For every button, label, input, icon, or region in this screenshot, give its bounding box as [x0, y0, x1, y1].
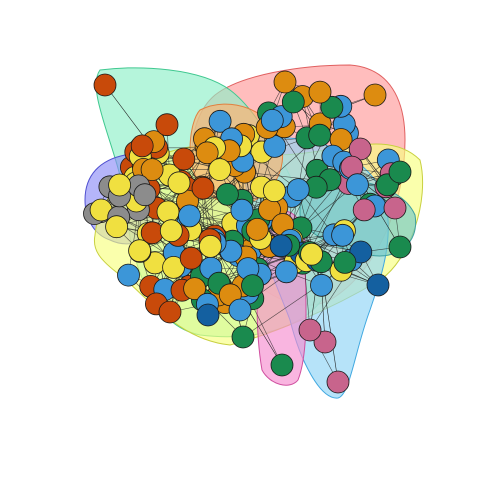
graph-node [195, 141, 219, 165]
graph-node [241, 274, 264, 298]
graph-node [183, 277, 207, 301]
graph-node [140, 158, 164, 182]
graph-node [133, 183, 157, 207]
graph-node [352, 198, 376, 222]
graph-node [363, 83, 387, 107]
graph-node [260, 109, 284, 132]
graph-node [158, 300, 182, 324]
graph-node [308, 123, 332, 147]
graph-node [208, 109, 232, 133]
graph-node [313, 330, 337, 354]
graph-node [128, 239, 152, 263]
graph-node [179, 246, 203, 270]
graph-node [262, 179, 286, 203]
graph-node [155, 113, 179, 137]
graph-node [333, 250, 357, 274]
graph-node [108, 173, 131, 197]
graph-node [383, 196, 407, 220]
graph-node [345, 173, 369, 197]
graph-node [366, 273, 390, 297]
graph-node [172, 147, 196, 171]
graph-node [269, 234, 293, 258]
graph-node [156, 200, 180, 224]
graph-node [326, 370, 350, 394]
graph-node [286, 178, 310, 202]
graph-nodes [83, 70, 412, 394]
graph-node [331, 223, 355, 247]
graph-node [93, 73, 117, 97]
graph-node [270, 353, 294, 377]
graph-node [230, 198, 254, 222]
graph-node [198, 234, 222, 258]
graph-node [388, 235, 412, 259]
graph-node [130, 134, 154, 158]
graph-node [105, 215, 128, 239]
graph-node [300, 242, 324, 266]
graph-node [215, 182, 239, 206]
graph-node [349, 240, 373, 264]
graph-node [231, 325, 255, 349]
graph-node [191, 176, 215, 200]
graph-node [320, 95, 344, 119]
graph-node [196, 303, 220, 327]
graph-node [208, 158, 232, 182]
graph-node [273, 70, 297, 94]
graph-node [167, 171, 191, 195]
graph-node [245, 217, 269, 241]
graph-node [388, 160, 412, 184]
graph-node [117, 263, 140, 287]
graph-node [310, 273, 333, 297]
graph-node [274, 260, 298, 284]
graph-node [281, 90, 305, 114]
graph-node [140, 221, 164, 245]
graph-edge [319, 259, 326, 343]
graph-node [159, 219, 183, 243]
graph-node [298, 318, 322, 342]
graph-node [178, 204, 201, 228]
graph-node [228, 298, 252, 322]
graph-node [308, 80, 332, 104]
